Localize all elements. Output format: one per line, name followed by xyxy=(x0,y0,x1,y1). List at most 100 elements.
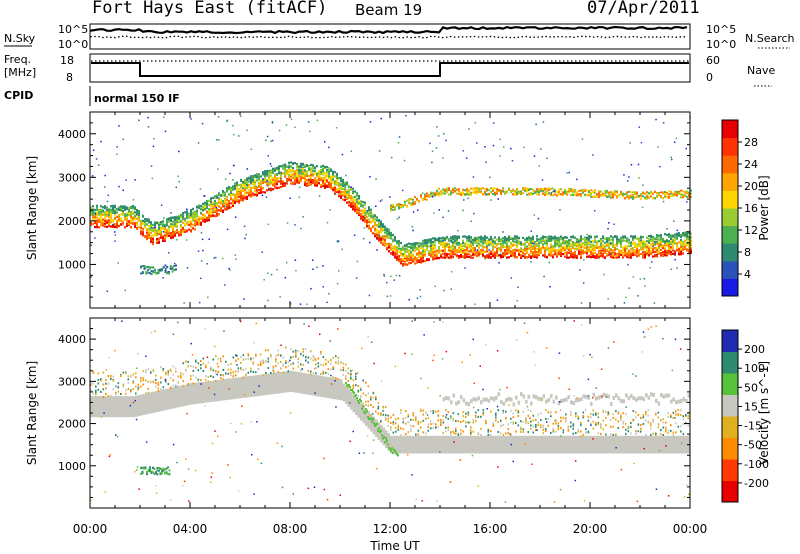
power-cell xyxy=(268,172,270,175)
power-cell xyxy=(334,171,336,174)
power-cell xyxy=(576,191,578,194)
power-cell xyxy=(554,243,556,246)
power-cell xyxy=(188,214,190,217)
power-cell xyxy=(632,253,634,256)
power-cell xyxy=(494,254,496,257)
power-cell xyxy=(568,188,570,191)
power-cell xyxy=(422,254,424,257)
power-cell xyxy=(516,237,518,240)
power-cell xyxy=(614,253,616,256)
power-cell xyxy=(418,245,420,248)
power-cell xyxy=(562,247,564,250)
power-cell xyxy=(682,190,684,193)
power-cell xyxy=(252,176,254,180)
power-cell xyxy=(568,189,570,192)
power-cell xyxy=(566,193,568,196)
power-cell xyxy=(632,249,634,252)
power-cell xyxy=(570,239,572,242)
power-cell xyxy=(556,243,558,246)
power-cell xyxy=(358,200,360,203)
power-cell xyxy=(446,187,448,190)
power-cell xyxy=(348,196,350,200)
power-cell xyxy=(376,219,378,222)
power-cell xyxy=(680,240,682,243)
power-cell xyxy=(324,172,326,175)
power-cell xyxy=(358,197,360,200)
power-cell xyxy=(202,214,204,217)
power-cell xyxy=(282,164,284,168)
power-cell xyxy=(282,166,284,169)
power-cell xyxy=(588,191,590,193)
power-cell xyxy=(342,182,344,185)
power-cell xyxy=(104,205,106,208)
power-cell xyxy=(524,239,526,242)
power-cell xyxy=(536,251,538,254)
power-cell xyxy=(526,251,528,254)
power-cell xyxy=(474,252,476,255)
power-cell xyxy=(186,222,188,225)
power-cell xyxy=(484,250,486,253)
power-cell xyxy=(286,172,288,175)
power-cell xyxy=(130,216,132,219)
power-cell xyxy=(410,251,412,254)
power-cell xyxy=(637,163,640,166)
power-cell xyxy=(450,236,452,239)
power-cell xyxy=(474,241,476,244)
power-cell xyxy=(422,242,424,245)
power-cell xyxy=(356,204,358,207)
power-cell xyxy=(552,245,554,248)
power-cell xyxy=(656,254,658,258)
power-cell xyxy=(400,205,402,208)
power-cell xyxy=(124,226,126,229)
power-cell xyxy=(504,193,506,195)
power-cell xyxy=(122,205,124,208)
power-cell xyxy=(618,255,620,258)
power-cell xyxy=(488,193,490,195)
power-cell xyxy=(420,257,422,261)
power-cell xyxy=(294,182,296,185)
power-cell xyxy=(288,179,290,182)
power-cell xyxy=(298,165,300,168)
power-cell xyxy=(524,189,526,192)
power-cell xyxy=(334,186,336,189)
power-cell xyxy=(118,216,120,219)
power-cell xyxy=(260,179,262,182)
power-cell xyxy=(186,210,188,213)
power-cell xyxy=(532,251,534,254)
power-cell xyxy=(414,262,416,265)
power-cell xyxy=(452,245,454,248)
power-cell xyxy=(442,191,444,194)
power-cell xyxy=(494,241,496,244)
power-heatmap xyxy=(90,114,692,305)
power-cell xyxy=(412,248,414,251)
power-cell xyxy=(446,235,448,239)
nave-label: Nave xyxy=(747,64,775,77)
power-cell xyxy=(400,261,402,264)
power-cell xyxy=(204,207,206,210)
power-cell xyxy=(430,238,432,241)
power-cell xyxy=(422,259,424,262)
power-cell xyxy=(516,190,518,193)
power-cell xyxy=(392,251,394,254)
power-cell xyxy=(230,206,232,209)
power-cell xyxy=(650,195,652,198)
power-cell xyxy=(570,244,572,247)
power-cell xyxy=(460,255,462,258)
power-cell xyxy=(122,210,124,213)
power-cell xyxy=(400,241,402,245)
power-cell xyxy=(643,278,646,280)
power-cell xyxy=(224,194,226,197)
power-cell xyxy=(430,242,432,245)
power-cell xyxy=(398,256,400,260)
power-cell xyxy=(148,236,150,239)
power-cell xyxy=(378,224,380,227)
power-cell xyxy=(614,247,616,250)
power-cell xyxy=(642,254,644,257)
power-cell xyxy=(498,239,500,242)
power-cell xyxy=(544,187,546,190)
power-cell xyxy=(143,265,146,268)
power-cell xyxy=(145,270,148,273)
power-cell xyxy=(544,189,546,192)
power-cell xyxy=(110,221,112,224)
power-cell xyxy=(644,196,646,199)
